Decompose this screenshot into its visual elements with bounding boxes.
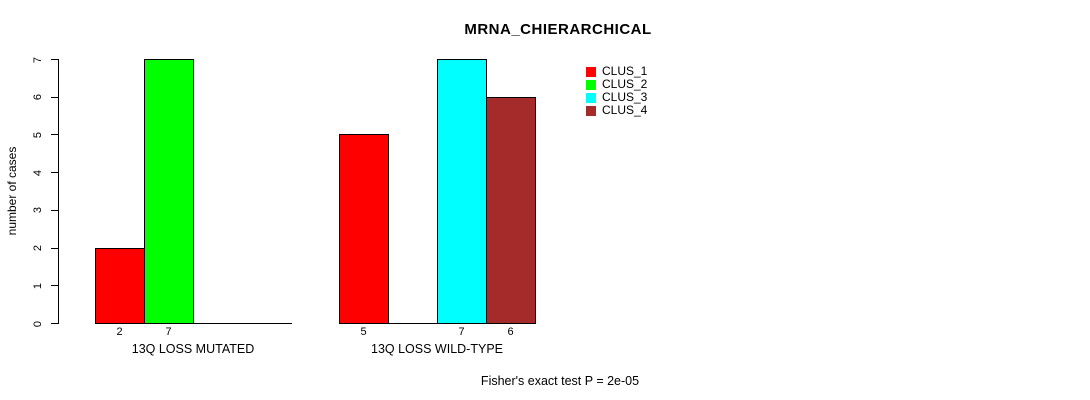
stat-annotation: Fisher's exact test P = 2e-05 [480,374,640,388]
y-axis-tick-label: 0 [32,320,44,327]
y-axis-tick [51,247,58,249]
y-axis-tick-label: 2 [32,245,44,252]
y-axis-tick [51,134,58,136]
legend-item: CLUS_3 [586,91,647,104]
legend-label: CLUS_4 [602,103,648,117]
y-axis-tick [51,172,58,174]
bar-value-label: 2 [116,326,123,338]
x-category-label-mutated: 13Q LOSS MUTATED [131,342,255,356]
y-axis-tick [51,209,58,211]
bar-value-label: 5 [360,326,367,338]
legend-label: CLUS_1 [602,64,648,78]
bar-value-label: 6 [507,326,514,338]
y-axis-tick-label: 6 [32,94,44,101]
legend-item: CLUS_2 [586,78,647,91]
y-axis-tick [51,285,58,287]
bar-clus_3-2 [437,59,487,324]
legend-swatch-clus_3 [586,92,596,103]
y-axis-tick [51,59,58,60]
legend-item: CLUS_1 [586,65,647,78]
y-axis-line [58,59,59,324]
chart-title: MRNA_CHIERARCHICAL [464,21,652,38]
bar-clus_4-2 [486,97,536,324]
bar-clus_1-2 [339,134,389,324]
bar-value-label: 7 [458,326,465,338]
legend-label: CLUS_3 [602,90,648,104]
legend-swatch-clus_2 [586,79,596,90]
bar-value-label: 7 [165,326,172,338]
y-axis-tick-label: 7 [32,56,44,63]
x-category-label-wildtype: 13Q LOSS WILD-TYPE [371,342,503,356]
y-axis-tick-label: 3 [32,207,44,214]
legend-label: CLUS_2 [602,77,648,91]
y-axis-tick-label: 1 [32,282,44,289]
legend-swatch-clus_1 [586,66,596,77]
legend: CLUS_1 CLUS_2 CLUS_3 CLUS_4 [586,65,647,117]
bar-clus_1-1 [95,248,145,324]
y-axis-title: number of cases [5,146,19,236]
y-axis-tick [51,96,58,98]
y-axis-tick [51,323,58,324]
y-axis-tick-label: 5 [32,131,44,138]
bar-clus_2-1 [144,59,194,324]
legend-item: CLUS_4 [586,104,647,117]
legend-swatch-clus_4 [586,105,596,116]
y-axis-tick-label: 4 [32,169,44,176]
